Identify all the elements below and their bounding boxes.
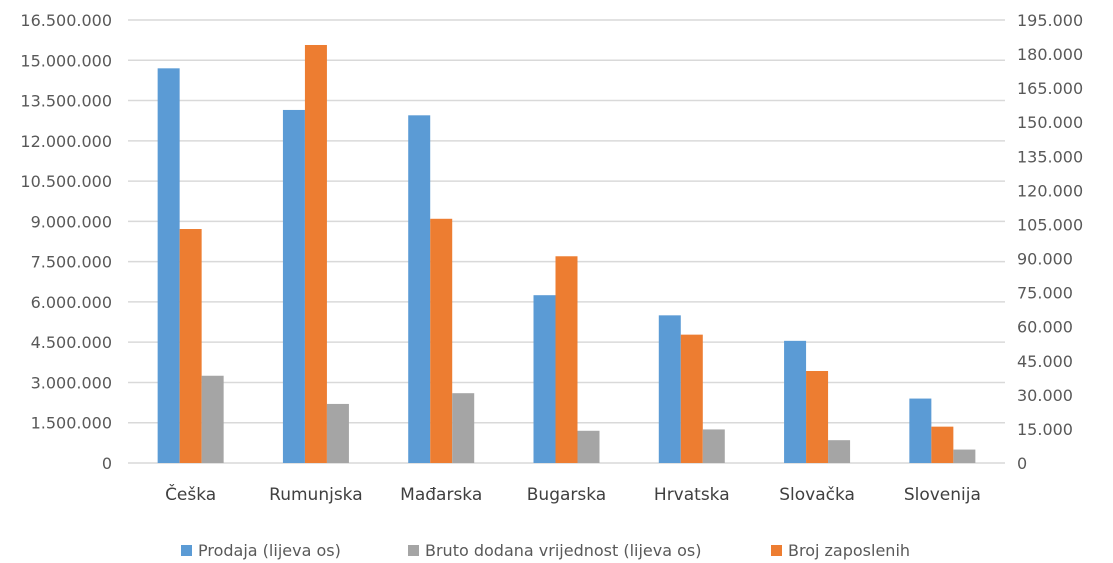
right-tick-label: 195.000 (1017, 11, 1083, 30)
category-axis: Češka Rumunjska Mađarska Bugarska Hrvatska Sl… (165, 483, 981, 505)
bar (326, 403, 349, 463)
bar (304, 44, 327, 463)
right-tick-label: 15.000 (1017, 420, 1073, 439)
left-tick-label: 13.500.000 (20, 92, 112, 111)
right-tick-label: 135.000 (1017, 147, 1083, 166)
bar (282, 109, 305, 464)
category-label: Češka (165, 483, 216, 505)
left-tick-label: 10.500.000 (20, 172, 112, 191)
right-tick-label: 75.000 (1017, 284, 1073, 303)
right-tick-label: 180.000 (1017, 45, 1083, 64)
bar (806, 370, 829, 463)
right-tick-label: 60.000 (1017, 318, 1073, 337)
left-tick-label: 4.500.000 (31, 333, 112, 352)
legend-label: Broj zaposlenih (788, 541, 910, 560)
bar (784, 340, 807, 463)
category-label: Mađarska (400, 485, 482, 505)
right-axis: 0 15.000 30.000 45.000 60.000 75.000 90.000 105… (1017, 11, 1083, 473)
legend-label: Prodaja (lijeva os) (198, 541, 341, 560)
right-tick-label: 150.000 (1017, 113, 1083, 132)
right-tick-label: 105.000 (1017, 215, 1083, 234)
bar (555, 256, 578, 463)
bar (201, 375, 224, 463)
legend-swatch (181, 545, 192, 556)
left-tick-label: 16.500.000 (20, 11, 112, 30)
bar (828, 440, 851, 463)
left-tick-label: 15.000.000 (20, 51, 112, 70)
bar (430, 218, 453, 463)
bar (931, 426, 954, 463)
left-tick-label: 9.000.000 (31, 212, 112, 231)
right-tick-label: 0 (1017, 454, 1027, 473)
left-tick-label: 6.000.000 (31, 293, 112, 312)
left-tick-label: 7.500.000 (31, 253, 112, 272)
legend: Prodaja (lijeva os) Bruto dodana vrijedno… (181, 541, 910, 560)
right-tick-label: 120.000 (1017, 181, 1083, 200)
right-tick-label: 165.000 (1017, 79, 1083, 98)
left-tick-label: 3.000.000 (31, 373, 112, 392)
bars (157, 44, 976, 464)
bar (909, 398, 932, 463)
legend-label: Bruto dodana vrijednost (lijeva os) (425, 541, 702, 560)
bar (179, 229, 202, 463)
bar (157, 68, 180, 463)
left-tick-label: 12.000.000 (20, 132, 112, 151)
left-tick-label: 1.500.000 (31, 414, 112, 433)
bar (702, 429, 725, 463)
bar (577, 430, 600, 463)
right-tick-label: 45.000 (1017, 352, 1073, 371)
category-label: Rumunjska (269, 485, 362, 505)
category-label: Bugarska (527, 485, 606, 505)
left-tick-label: 0 (102, 454, 112, 473)
bar (452, 393, 475, 463)
bar (533, 295, 556, 463)
bar (408, 115, 431, 463)
right-tick-label: 90.000 (1017, 250, 1073, 269)
category-label: Slovenija (904, 485, 981, 505)
legend-swatch (771, 545, 782, 556)
legend-swatch (408, 545, 419, 556)
bar (680, 334, 703, 463)
left-axis: 0 1.500.000 3.000.000 4.500.000 6.000.000 7.5… (20, 11, 112, 473)
category-label: Hrvatska (654, 485, 730, 505)
right-tick-label: 30.000 (1017, 386, 1073, 405)
bar (953, 449, 976, 463)
bar (658, 315, 681, 463)
category-label: Slovačka (779, 485, 855, 505)
